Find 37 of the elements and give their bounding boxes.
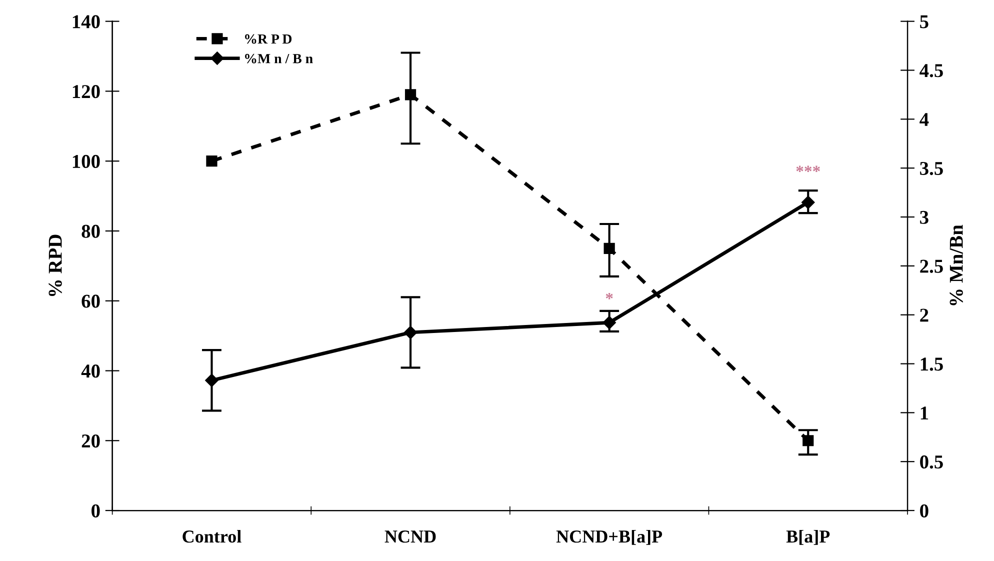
legend-label: %R P D: [245, 34, 292, 44]
y-tick-label: 140: [72, 15, 100, 28]
y-tick-label: 120: [72, 85, 100, 98]
point: [604, 242, 615, 254]
y2-tick-label: 1.5: [920, 358, 943, 371]
legend-label: %M n / B n: [245, 54, 313, 64]
y2-tick-label: 4: [920, 113, 929, 126]
y-axis-title: % RPD: [48, 234, 62, 296]
x-tick-label: Control: [182, 530, 242, 543]
y-tick-label: 40: [81, 364, 100, 378]
y-tick-label: 100: [72, 154, 100, 168]
y2-tick-label: 4.5: [920, 64, 943, 78]
point: [404, 89, 416, 100]
y2-axis-title: % Mn/Bn: [950, 224, 963, 306]
point: [602, 316, 616, 330]
annotation: *: [606, 292, 613, 300]
x-tick-label: NCND+B[a]P: [556, 530, 662, 545]
y2-tick-label: 0.5: [920, 455, 943, 469]
y2-tick-label: 3: [920, 210, 928, 224]
y-tick-label: 80: [82, 224, 100, 238]
x-tick-label: NCND: [384, 530, 436, 543]
y-tick-label: 0: [92, 504, 100, 518]
y2-tick-label: 1: [920, 406, 928, 420]
point: [404, 326, 418, 340]
point: [802, 196, 815, 209]
x-tick-label: B[a]P: [786, 530, 830, 545]
y-tick-label: 60: [82, 294, 100, 308]
y-tick-label: 20: [82, 434, 100, 448]
annotation: ***: [796, 166, 820, 172]
point: [205, 374, 218, 387]
y2-tick-label: 0: [920, 504, 928, 518]
y2-tick-label: 3.5: [920, 162, 943, 176]
y2-tick-label: 5: [920, 15, 928, 28]
y2-tick-label: 2.5: [920, 260, 943, 273]
y2-tick-label: 2: [920, 308, 928, 322]
point: [206, 156, 218, 167]
point: [802, 435, 814, 446]
